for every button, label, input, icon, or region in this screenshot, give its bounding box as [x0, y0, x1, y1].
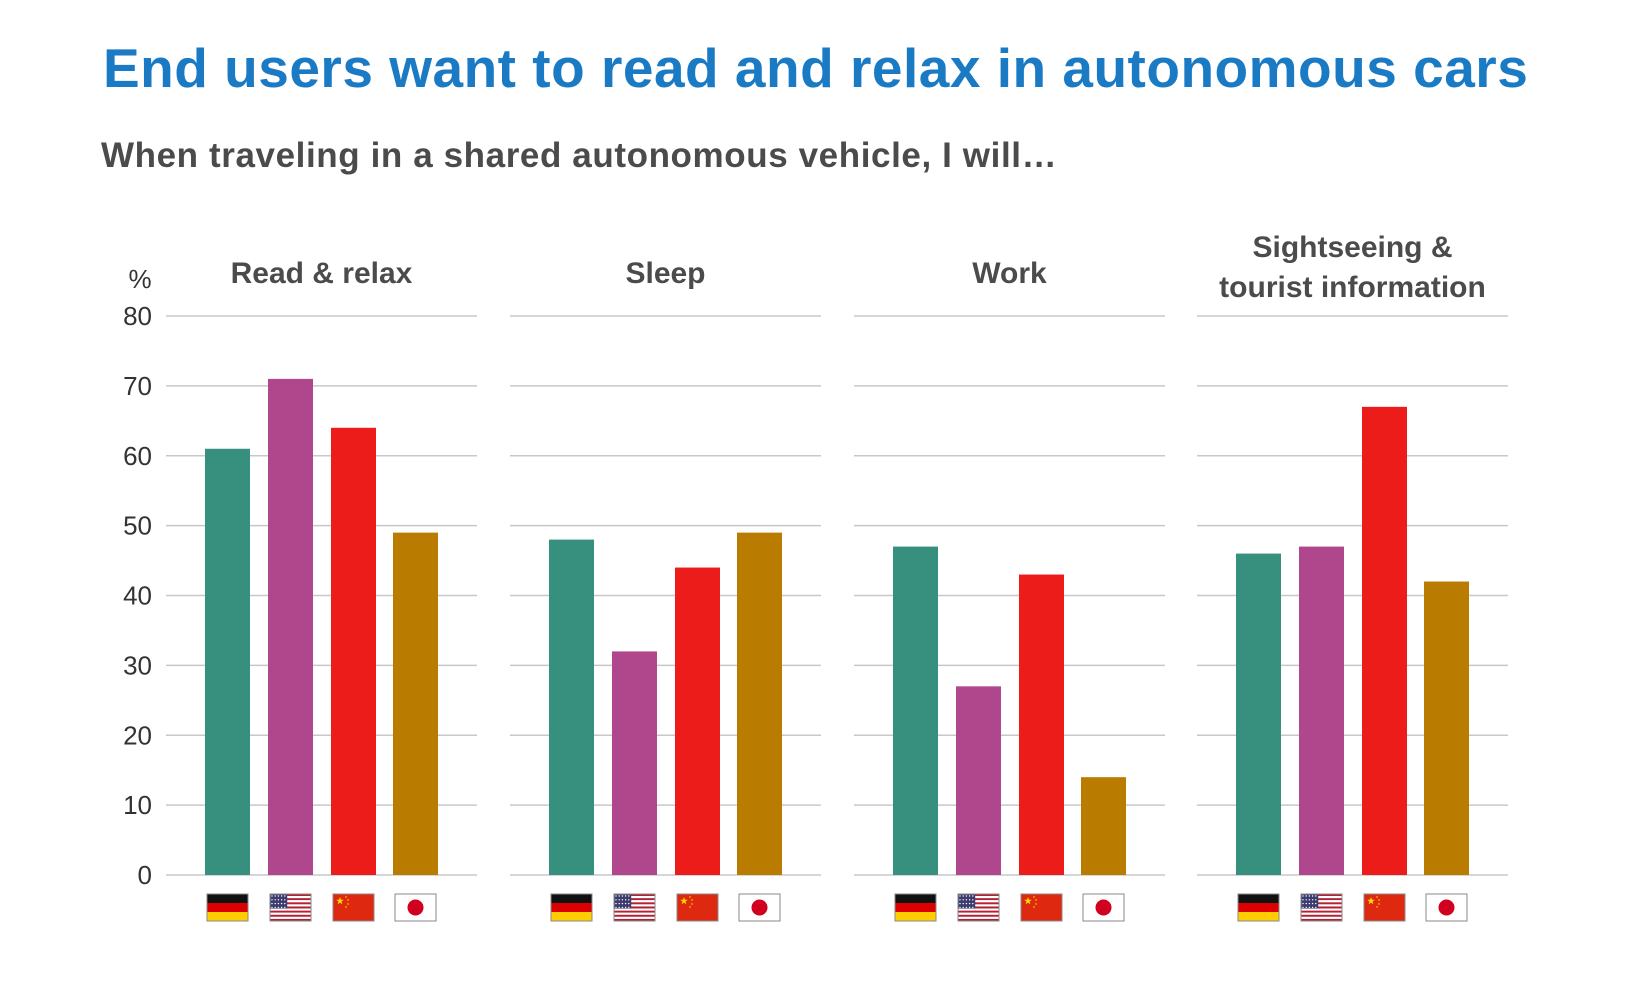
germany-flag-icon — [206, 893, 249, 922]
bar — [205, 448, 250, 875]
y-tick-label: 10 — [123, 790, 152, 820]
germany-flag-icon — [894, 893, 937, 922]
y-unit-label: % — [128, 264, 151, 294]
bar — [675, 567, 720, 875]
bar — [1019, 574, 1064, 875]
china-flag-icon — [1020, 893, 1063, 922]
panel-title: Work — [972, 257, 1047, 290]
japan-flag-icon — [1425, 893, 1468, 922]
bar — [1424, 581, 1469, 875]
bar — [612, 651, 657, 875]
japan-flag-icon — [394, 893, 437, 922]
bar — [331, 427, 376, 875]
y-axis: 0 10 20 30 40 50 60 70 80 — [123, 301, 152, 890]
japan-flag-icon — [738, 893, 781, 922]
y-tick-label: 20 — [123, 720, 152, 750]
usa-flag-icon — [269, 893, 312, 922]
bar — [1299, 546, 1344, 875]
chart-panel: Work — [854, 257, 1165, 922]
usa-flag-icon — [957, 893, 1000, 922]
y-tick-label: 60 — [123, 441, 152, 471]
y-tick-label: 70 — [123, 371, 152, 401]
bar — [1236, 553, 1281, 875]
japan-flag-icon — [1082, 893, 1125, 922]
chart-subtitle: When traveling in a shared autonomous ve… — [101, 136, 1058, 175]
panel-title: Read & relax — [231, 257, 413, 290]
bar — [1362, 406, 1407, 875]
china-flag-icon — [1363, 893, 1406, 922]
bar — [549, 539, 594, 875]
bar — [1081, 777, 1126, 875]
y-tick-label: 0 — [138, 860, 152, 890]
bar — [956, 686, 1001, 875]
chart-panel: Read & relax — [166, 257, 477, 922]
chart-panel: Sightseeing & tourist information — [1197, 231, 1508, 922]
bar — [393, 532, 438, 875]
china-flag-icon — [332, 893, 375, 922]
chart-panels: Read & relax Sleep Work Sightseeing & touris… — [166, 231, 1508, 922]
y-tick-label: 40 — [123, 581, 152, 611]
germany-flag-icon — [550, 893, 593, 922]
bar — [893, 546, 938, 875]
chart-panel: Sleep — [510, 257, 821, 922]
china-flag-icon — [676, 893, 719, 922]
germany-flag-icon — [1237, 893, 1280, 922]
y-tick-label: 30 — [123, 650, 152, 680]
bar — [268, 378, 313, 875]
usa-flag-icon — [613, 893, 656, 922]
usa-flag-icon — [1300, 893, 1343, 922]
panel-title: Sightseeing & — [1252, 231, 1452, 264]
panel-title: tourist information — [1219, 271, 1486, 304]
panel-title: Sleep — [625, 257, 705, 290]
bar — [737, 532, 782, 875]
y-tick-label: 50 — [123, 511, 152, 541]
chart-title: End users want to read and relax in auto… — [103, 37, 1529, 99]
y-tick-label: 80 — [123, 301, 152, 331]
